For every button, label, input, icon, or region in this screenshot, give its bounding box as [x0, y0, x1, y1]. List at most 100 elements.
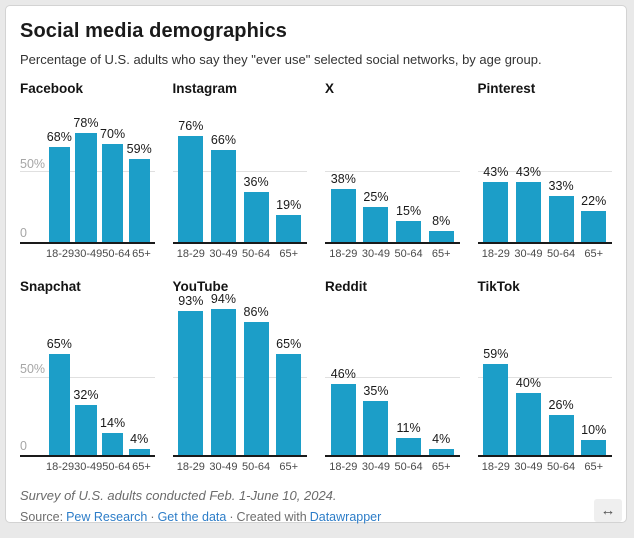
- bar-reddit-30-49: [363, 400, 389, 455]
- bar-snapchat-30-49: [75, 405, 97, 455]
- bar-value-label: 68%: [46, 129, 72, 144]
- bar-value-label: 38%: [330, 171, 356, 186]
- bar-value-label: 11%: [396, 420, 421, 435]
- panel-title-reddit: Reddit: [325, 279, 367, 294]
- x-axis-labels: 18-29 30-49 50-64 65+: [173, 461, 308, 473]
- x-tick-label-50-64: 50-64: [546, 461, 576, 473]
- chart-panel-x: X 38% 25% 15% 8% 18-29 30-49 50-64 65+: [325, 81, 460, 260]
- source-link-pew-research[interactable]: Pew Research: [66, 510, 148, 524]
- x-tick-label-65+: 65+: [431, 461, 451, 473]
- bar-value-label: 66%: [210, 132, 236, 147]
- bar-value-label: 25%: [363, 190, 389, 204]
- y-tick-label-0: 0: [20, 225, 27, 240]
- plot-area: 43% 43% 33% 22%: [477, 104, 613, 244]
- plot-area: 38% 25% 15% 8%: [325, 104, 460, 244]
- bar-group-18-29: 76%: [175, 119, 208, 242]
- gridline-50: [477, 171, 612, 172]
- bar-youtube-30-49: [210, 309, 236, 455]
- bar-value-label: 40%: [515, 376, 541, 390]
- bars-row: 38% 25% 15% 8%: [325, 104, 460, 242]
- bar-value-label: 43%: [515, 164, 541, 179]
- bar-reddit-18-29: [330, 383, 356, 455]
- panel-title-pinterest: Pinterest: [477, 81, 536, 96]
- bars-row: 76% 66% 36% 19%: [173, 104, 308, 242]
- panel-title-tiktok: TikTok: [477, 279, 520, 294]
- bar-group-65+: 4%: [126, 432, 153, 455]
- bar-facebook-30-49: [75, 132, 97, 242]
- bar-group-30-49: 78%: [73, 116, 100, 242]
- bar-instagram-18-29: [178, 135, 204, 242]
- bar-value-label: 4%: [432, 431, 451, 446]
- x-tick-label-65+: 65+: [584, 248, 604, 260]
- chart-panel-instagram: Instagram 76% 66% 36% 19% 18-29 30-49 50-64 65+: [172, 81, 308, 260]
- x-tick-label-18-29: 18-29: [176, 248, 205, 260]
- bar-group-18-29: 43%: [480, 165, 513, 242]
- x-tick-label-18-29: 18-29: [46, 248, 75, 260]
- x-axis-labels: 18-29 30-49 50-64 65+: [20, 248, 155, 260]
- bar-youtube-18-29: [178, 310, 204, 455]
- panel-title-youtube: YouTube: [172, 279, 229, 294]
- bar-group-30-49: 40%: [512, 376, 545, 455]
- datawrapper-link[interactable]: Datawrapper: [309, 510, 382, 524]
- bar-value-label: 19%: [276, 198, 302, 213]
- bar-value-label: 10%: [581, 422, 607, 437]
- bar-pinterest-65+: [581, 211, 607, 242]
- bar-instagram-65+: [276, 215, 302, 242]
- source-label: Source:: [20, 510, 64, 524]
- x-tick-label-65+: 65+: [584, 461, 604, 473]
- bar-group-18-29: 38%: [327, 172, 360, 242]
- bar-pinterest-30-49: [515, 181, 541, 242]
- survey-note: Survey of U.S. adults conducted Feb. 1-J…: [20, 488, 337, 503]
- bar-value-label: 76%: [178, 118, 204, 133]
- bar-group-18-29: 68%: [46, 130, 73, 242]
- gridline-50: [325, 171, 460, 172]
- bar-value-label: 59%: [483, 346, 509, 361]
- chart-panel-pinterest: Pinterest 43% 43% 33% 22% 18-29 30-49 50-64 65+: [477, 81, 613, 260]
- y-tick-label-0: 0: [20, 438, 27, 453]
- bar-x-30-49: [363, 207, 389, 242]
- gridline-50: [20, 376, 155, 378]
- x-tick-label-30-49: 30-49: [514, 461, 543, 473]
- panel-title-snapchat: Snapchat: [20, 279, 81, 294]
- bars-row: 68% 78% 70% 59%: [20, 104, 155, 242]
- chart-grid: Facebook 50% 0 68% 78% 70% 59% 18-29 30-49 50-64 6…: [20, 81, 612, 473]
- embed-resize-handle[interactable]: ↔: [594, 499, 622, 522]
- x-tick-label-50-64: 50-64: [241, 461, 271, 473]
- bar-group-65+: 10%: [577, 422, 610, 455]
- bar-group-65+: 19%: [272, 198, 305, 242]
- bars-row: 43% 43% 33% 22%: [478, 104, 613, 242]
- bar-value-label: 78%: [73, 115, 99, 130]
- bar-value-label: 36%: [243, 174, 269, 189]
- bar-value-label: 65%: [276, 337, 302, 352]
- bar-group-50-64: 15%: [392, 204, 425, 242]
- chart-panel-tiktok: TikTok 59% 40% 26% 10% 18-29 30-49 50-64 65+: [477, 279, 612, 473]
- get-the-data-link[interactable]: Get the data: [157, 510, 227, 524]
- bar-reddit-50-64: [396, 437, 422, 455]
- bar-group-50-64: 11%: [392, 421, 425, 455]
- bar-x-18-29: [330, 188, 356, 242]
- bar-facebook-50-64: [101, 144, 124, 242]
- plot-area: 50% 0 68% 78% 70% 59%: [20, 104, 155, 244]
- x-tick-label-50-64: 50-64: [546, 248, 576, 260]
- separator-dot: ·: [229, 510, 234, 524]
- x-axis-labels: 18-29 30-49 50-64 65+: [325, 248, 460, 260]
- x-tick-label-30-49: 30-49: [209, 248, 238, 260]
- bar-value-label: 65%: [46, 337, 72, 352]
- bar-snapchat-50-64: [101, 433, 124, 455]
- x-tick-label-50-64: 50-64: [102, 248, 131, 260]
- bar-group-65+: 22%: [577, 194, 610, 242]
- bar-value-label: 59%: [126, 142, 152, 157]
- bar-value-label: 46%: [330, 366, 356, 381]
- chart-panel-youtube: YouTube 93% 94% 86% 65% 18-29 30-49 50-64 65+: [172, 279, 308, 473]
- bar-tiktok-50-64: [548, 414, 574, 455]
- bar-group-30-49: 32%: [73, 388, 100, 455]
- bar-value-label: 70%: [100, 127, 126, 141]
- bar-tiktok-65+: [581, 439, 607, 455]
- bar-group-65+: 59%: [126, 142, 153, 242]
- plot-area: 59% 40% 26% 10%: [477, 302, 612, 457]
- chart-panel-snapchat: Snapchat 50% 0 65% 32% 14% 4% 18-29 30-49 50-64 65…: [20, 279, 155, 473]
- bar-group-50-64: 26%: [545, 398, 578, 455]
- bar-group-65+: 4%: [425, 432, 458, 455]
- bar-value-label: 93%: [178, 293, 204, 308]
- bar-value-label: 14%: [100, 416, 126, 431]
